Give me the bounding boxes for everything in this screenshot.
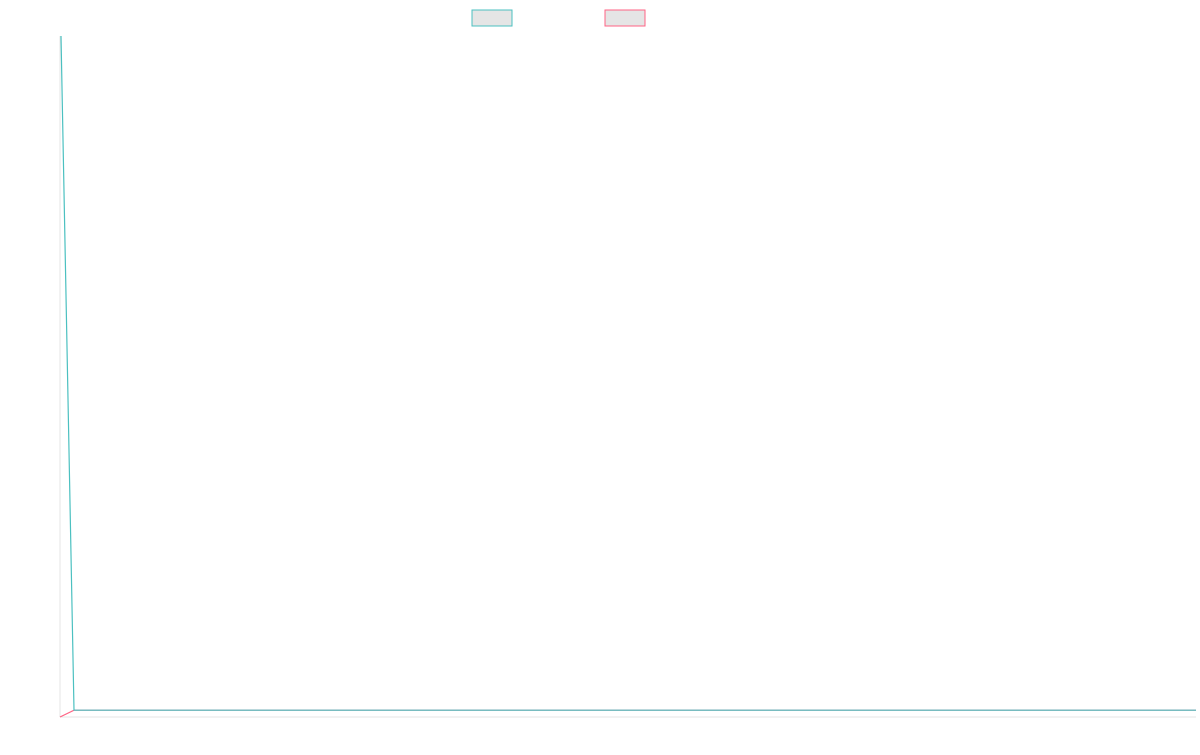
axes xyxy=(59,36,1196,718)
series-layer xyxy=(59,35,1196,718)
series-1 xyxy=(60,35,1196,711)
series-1-line xyxy=(60,35,1196,711)
series-2 xyxy=(59,709,1196,718)
legend-swatch-series-2[interactable] xyxy=(604,9,646,27)
series-2-line xyxy=(59,709,1196,718)
legend[interactable] xyxy=(471,9,646,27)
legend-swatch-series-1[interactable] xyxy=(471,9,513,27)
